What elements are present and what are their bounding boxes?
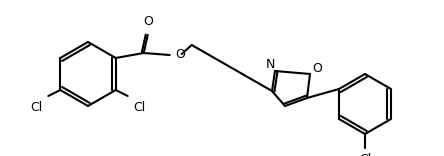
Text: Cl: Cl — [134, 101, 146, 114]
Text: Cl: Cl — [359, 153, 371, 156]
Text: Cl: Cl — [30, 101, 42, 114]
Text: O: O — [176, 47, 186, 61]
Text: N: N — [266, 58, 275, 71]
Text: O: O — [143, 15, 153, 28]
Text: O: O — [312, 63, 322, 76]
